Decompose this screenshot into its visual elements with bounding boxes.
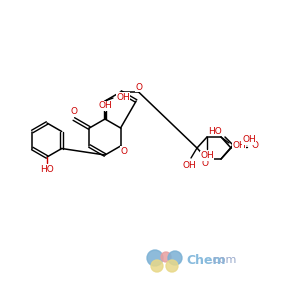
Text: .com: .com [210,255,237,265]
Text: OH: OH [116,92,130,101]
Text: OH: OH [232,140,246,149]
Circle shape [161,252,171,262]
Circle shape [168,251,182,265]
Text: HO: HO [40,164,54,173]
Text: Chem: Chem [186,254,226,266]
Text: OH: OH [242,136,256,145]
Circle shape [147,250,163,266]
Text: O: O [251,140,259,149]
Text: O: O [70,107,77,116]
Text: O: O [120,146,127,155]
Text: OH: OH [98,101,112,110]
Circle shape [166,260,178,272]
Text: HO: HO [208,127,222,136]
Text: O: O [202,160,208,169]
Text: O: O [135,82,142,91]
Text: OH: OH [200,152,214,160]
Circle shape [151,260,163,272]
Text: OH: OH [182,161,196,170]
